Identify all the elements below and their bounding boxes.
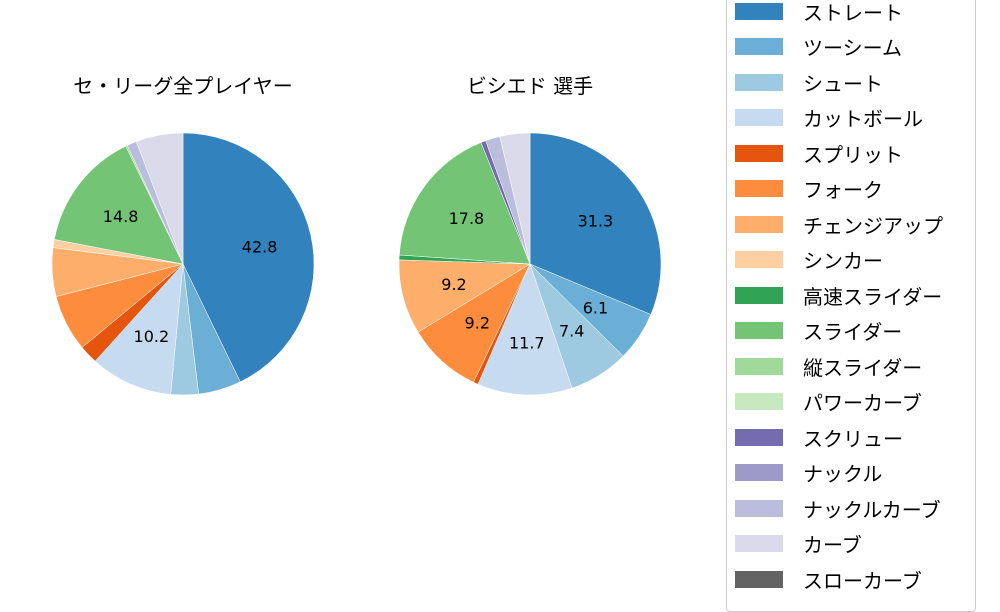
legend-label: スローカーブ — [803, 568, 922, 593]
slice-value-label: 42.8 — [242, 237, 278, 256]
pie-slice — [54, 145, 184, 265]
legend-swatch — [735, 393, 783, 410]
legend-swatch — [735, 499, 783, 517]
pie-league: 42.8 10.2 14.8 — [51, 132, 315, 396]
legend-label: カットボール — [803, 107, 923, 131]
legend-swatch — [735, 38, 783, 55]
legend-item: ナックル — [735, 461, 883, 486]
legend-label: チェンジアップ — [803, 213, 943, 238]
legend-swatch — [735, 286, 783, 304]
legend-swatch — [735, 322, 783, 339]
legend-item: シュート — [735, 70, 883, 96]
slice-value-label: 10.2 — [134, 327, 170, 346]
legend-item: スローカーブ — [735, 567, 922, 593]
slice-value-label: 6.1 — [583, 299, 608, 318]
pie-slice — [399, 142, 531, 265]
slice-value-label: 31.3 — [578, 211, 614, 230]
slice-value-label: 14.8 — [103, 207, 139, 226]
legend-swatch — [735, 109, 783, 126]
legend-swatch — [735, 251, 783, 268]
legend-label: 縦スライダー — [803, 355, 923, 380]
pie-player: 31.3 6.1 7.4 11.7 9.2 9.2 17.8 — [398, 132, 662, 396]
chart-title-player: ビシエド 選手 — [466, 74, 594, 98]
legend-swatch — [735, 73, 783, 91]
legend-label: ナックルカーブ — [803, 497, 941, 522]
slice-value-label: 7.4 — [559, 322, 584, 341]
legend-label: スクリュー — [803, 426, 903, 451]
legend-label: スライダー — [803, 320, 903, 344]
pie-slice — [499, 132, 531, 265]
legend-swatch — [735, 215, 783, 233]
legend-label: フォーク — [803, 178, 883, 202]
legend-item: フォーク — [735, 177, 883, 202]
legend-label: シュート — [803, 71, 883, 96]
legend-swatch — [735, 428, 783, 446]
slice-value-label: 11.7 — [509, 334, 545, 353]
slice-value-label: 9.2 — [441, 275, 466, 294]
legend-label: ツーシーム — [803, 36, 902, 60]
pie-slice — [529, 132, 662, 315]
legend-item: カットボール — [735, 106, 923, 131]
legend-label: ストレート — [803, 0, 903, 25]
legend-item: スライダー — [735, 319, 903, 344]
slice-value-label: 9.2 — [465, 313, 490, 332]
legend-label: 高速スライダー — [803, 284, 943, 309]
legend-label: パワーカーブ — [803, 391, 922, 415]
pie-slice — [135, 132, 184, 265]
legend-item: チェンジアップ — [735, 212, 943, 238]
legend-item: スプリット — [735, 141, 903, 167]
legend-label: シンカー — [803, 249, 883, 273]
legend-swatch — [735, 357, 783, 375]
pie-slice — [477, 263, 573, 396]
legend-swatch — [735, 464, 783, 481]
legend-item: スクリュー — [735, 425, 903, 451]
legend-swatch — [735, 180, 783, 197]
legend-item: シンカー — [735, 248, 883, 273]
pie-slice — [94, 263, 184, 395]
slice-value-label: 17.8 — [449, 209, 485, 228]
legend-label: スプリット — [803, 142, 903, 167]
chart-title-league: セ・リーグ全プレイヤー — [73, 74, 293, 98]
legend-item: ストレート — [735, 0, 903, 25]
legend-item: パワーカーブ — [735, 390, 922, 415]
legend-item: カーブ — [735, 532, 862, 557]
legend-swatch — [735, 570, 783, 588]
legend-swatch — [735, 535, 783, 552]
legend-item: 縦スライダー — [735, 354, 923, 380]
pie-slice — [182, 132, 315, 383]
legend: ストレートツーシームシュートカットボール スプリットフォークチェンジアップ シンカー… — [726, 0, 976, 612]
legend-item: ナックルカーブ — [735, 496, 941, 522]
legend-swatch — [735, 2, 783, 20]
legend-item: ツーシーム — [735, 35, 902, 60]
legend-label: ナックル — [803, 462, 883, 486]
legend-label: カーブ — [803, 533, 862, 557]
legend-item: 高速スライダー — [735, 283, 943, 309]
pie-charts: 42.8 10.2 14.8 31.3 6.1 7.4 11.7 9.2 9.2 17.8 — [51, 132, 662, 396]
legend-swatch — [735, 144, 783, 162]
